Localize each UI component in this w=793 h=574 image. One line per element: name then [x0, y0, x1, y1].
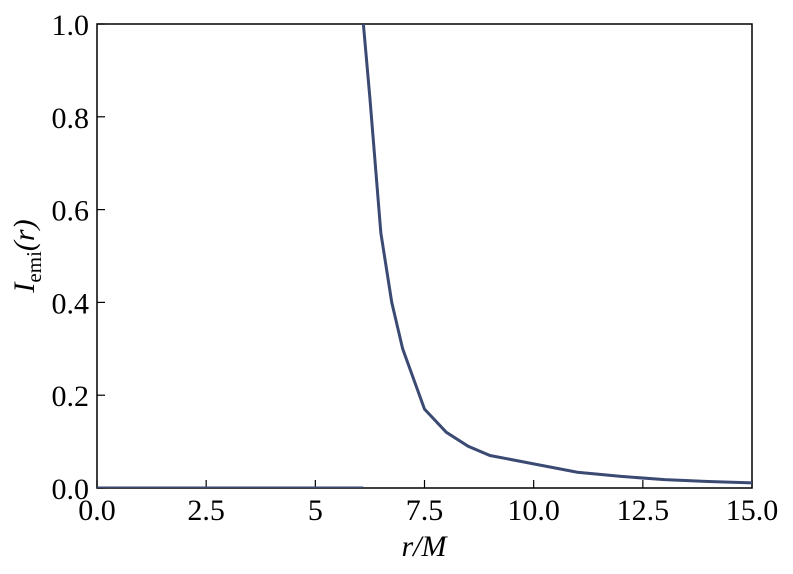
- y-label-sub: emi: [22, 251, 46, 283]
- line-series: [97, 24, 752, 488]
- y-tick-label: 0.8: [52, 102, 90, 135]
- x-tick-label: 12.5: [617, 494, 670, 527]
- y-axis-label: Iemi(r): [8, 219, 46, 293]
- x-tick-label: 15.0: [726, 494, 779, 527]
- y-tick-label: 0.4: [52, 287, 90, 320]
- x-tick-label: 5: [308, 494, 323, 527]
- plot-frame: [96, 23, 753, 489]
- y-label-main: I: [8, 281, 41, 294]
- x-tick-label: 7.5: [406, 494, 444, 527]
- y-tick-label: 1.0: [52, 9, 90, 42]
- y-label-tail: (r): [8, 219, 41, 251]
- x-tick-label: 10.0: [507, 494, 560, 527]
- y-tick-label: 0.0: [52, 473, 90, 506]
- y-tick-label: 0.6: [52, 195, 90, 228]
- x-axis-label: r/M: [402, 530, 449, 563]
- x-tick-label: 2.5: [187, 494, 225, 527]
- x-tick-label: 0.0: [78, 494, 116, 527]
- y-tick-label: 0.2: [52, 380, 90, 413]
